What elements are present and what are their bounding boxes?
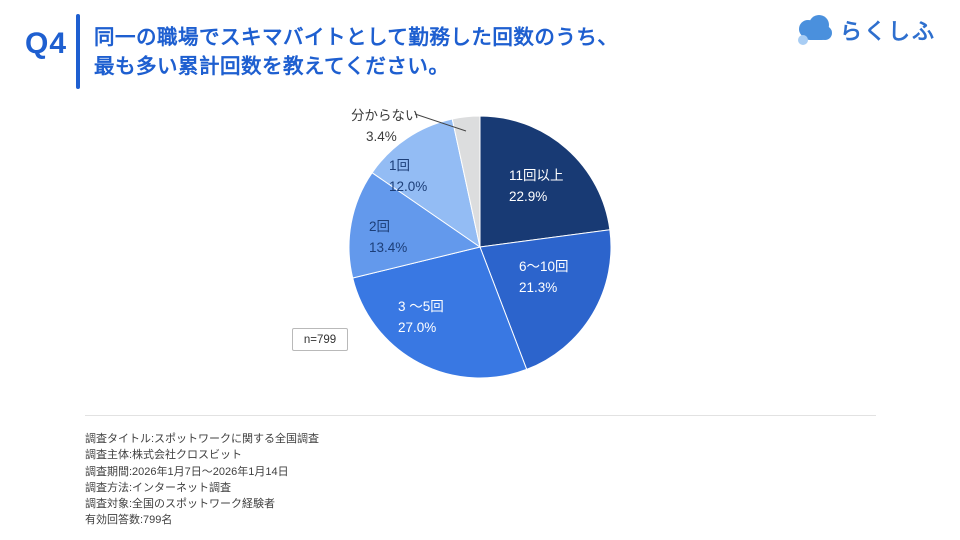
pie-value-5: 3.4% [366,129,397,144]
pie-label-4: 1回 [389,158,410,173]
brand-name: らくしふ [839,19,936,44]
pie-label-3: 2回 [369,219,390,234]
cloud-logo-icon [797,15,832,45]
pie-label-2: 3 〜5回 [398,299,444,314]
footer-divider [85,415,876,416]
survey-note-line: 有効回答数:799名 [85,514,173,527]
pie-value-3: 13.4% [369,240,407,255]
pie-slice-5 [451,115,481,248]
survey-note-line: 調査対象:全国のスポットワーク経験者 [85,498,276,511]
pie-slice-3 [348,171,482,279]
pie-value-4: 12.0% [389,179,427,194]
survey-note-line: 調査方法:インターネット調査 [85,481,232,494]
header-accent-bar [76,14,80,89]
sample-size-badge: n=799 [292,328,348,351]
survey-notes: 調査タイトル:スポットワークに関する全国調査 調査主体:株式会社クロスビット調査期… [85,415,876,529]
pie-value-1: 21.3% [519,280,557,295]
survey-note-line: 調査主体:株式会社クロスビット [85,449,243,462]
question-number: Q4 [25,27,68,60]
pie-value-2: 27.0% [398,320,436,335]
survey-note-list: 調査タイトル:スポットワークに関する全国調査 調査主体:株式会社クロスビット調査期… [85,431,876,529]
question-title-line2: 最も多い累計回数を教えてください。 [94,55,450,78]
survey-note-line: 調査期間:2026年1月7日〜2026年1月14日 [85,465,289,478]
question-title: 同一の職場でスキマバイトとして勤務した回数のうち、 最も多い累計回数を教えてくだ… [94,23,618,81]
pie-label-1: 6〜10回 [519,259,569,274]
pie-label-0: 11回以上 [509,168,564,183]
question-title-line1: 同一の職場でスキマバイトとして勤務した回数のうち、 [94,26,619,49]
pie-slice-0 [479,115,611,248]
brand-logo: らくしふ [794,13,936,47]
callout-leader-line [414,113,467,132]
survey-note-line: 調査タイトル:スポットワークに関する全国調査 [85,433,320,445]
pie-slice-2 [352,246,528,379]
pie-value-0: 22.9% [509,189,547,204]
pie-slice-1 [479,229,612,371]
pie-slice-4 [371,118,481,249]
pie-label-5: 分からない [351,108,419,123]
